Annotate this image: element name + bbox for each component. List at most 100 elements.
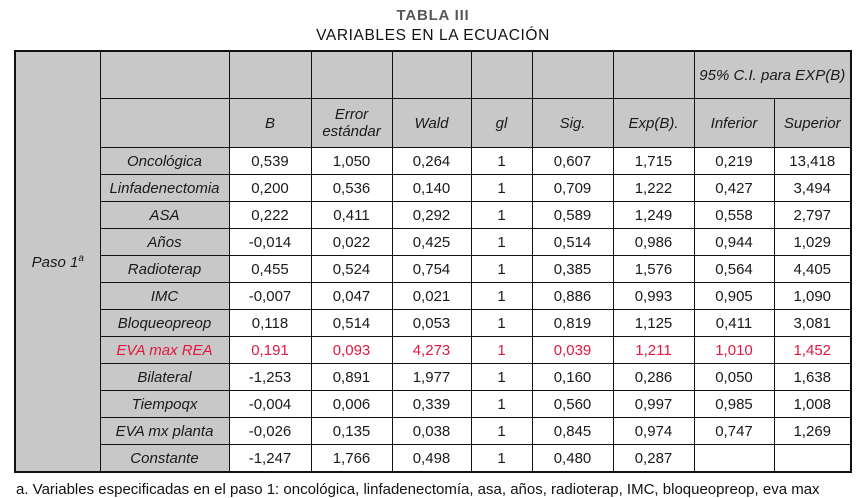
- variables-en-la-ecuacion-table: Paso 1a 95% C.I. para EXP(B) B Error est…: [14, 50, 852, 474]
- cell-error: 0,006: [310, 390, 393, 419]
- row-label: EVA max REA: [99, 336, 230, 365]
- cell-error: 0,093: [310, 336, 393, 365]
- cell-error: 0,135: [310, 417, 393, 446]
- cell-b: -0,026: [228, 417, 312, 446]
- cell-gl: 1: [470, 363, 533, 392]
- cell-inferior: 0,944: [693, 228, 775, 257]
- col-header-sig: Sig.: [531, 98, 614, 149]
- cell-sig: 0,039: [531, 336, 614, 365]
- cell-error: 0,514: [310, 309, 393, 338]
- cell-error: 0,536: [310, 174, 393, 203]
- cell-b: 0,539: [228, 147, 312, 176]
- cell-gl: 1: [470, 228, 533, 257]
- blank-header-cell: [99, 50, 230, 100]
- row-label: Años: [99, 228, 230, 257]
- col-header-wald: Wald: [391, 98, 472, 149]
- cell-gl: 1: [470, 309, 533, 338]
- cell-error: 0,524: [310, 255, 393, 284]
- row-label: Tiempoqx: [99, 390, 230, 419]
- cell-inferior: 0,985: [693, 390, 775, 419]
- table-row-linfadenectomia: Linfadenectomia 0,200 0,536 0,140 1 0,70…: [15, 174, 852, 203]
- table-row-bilateral: Bilateral -1,253 0,891 1,977 1 0,160 0,2…: [15, 363, 852, 392]
- blank-header-cell: [612, 50, 695, 100]
- cell-gl: 1: [470, 390, 533, 419]
- cell-inferior: 0,411: [693, 309, 775, 338]
- header-row-columns: B Error estándar Wald gl Sig. Exp(B). In…: [15, 98, 852, 149]
- cell-inferior: 1,010: [693, 336, 775, 365]
- cell-superior: [773, 444, 852, 473]
- cell-superior: 1,452: [773, 336, 852, 365]
- row-label: ASA: [99, 201, 230, 230]
- cell-gl: 1: [470, 147, 533, 176]
- cell-sig: 0,845: [531, 417, 614, 446]
- cell-expb: 1,125: [612, 309, 695, 338]
- blank-header-cell: [228, 50, 312, 100]
- cell-sig: 0,709: [531, 174, 614, 203]
- cell-inferior: [693, 444, 775, 473]
- table-row-eva-mx-planta: EVA mx planta -0,026 0,135 0,038 1 0,845…: [15, 417, 852, 446]
- row-label: Bilateral: [99, 363, 230, 392]
- cell-inferior: 0,427: [693, 174, 775, 203]
- col-header-inferior: Inferior: [693, 98, 775, 149]
- cell-b: 0,191: [228, 336, 312, 365]
- table-row-bloqueopreop: Bloqueopreop 0,118 0,514 0,053 1 0,819 1…: [15, 309, 852, 338]
- cell-b: 0,200: [228, 174, 312, 203]
- cell-gl: 1: [470, 201, 533, 230]
- cell-expb: 0,287: [612, 444, 695, 473]
- cell-inferior: 0,219: [693, 147, 775, 176]
- header-row-top: Paso 1a 95% C.I. para EXP(B): [14, 50, 852, 473]
- cell-gl: 1: [470, 444, 533, 473]
- cell-inferior: 0,905: [693, 282, 775, 311]
- row-label: Oncológica: [99, 147, 230, 176]
- step-footnote-marker: a: [78, 252, 84, 264]
- row-label: Constante: [99, 444, 230, 473]
- cell-superior: 1,029: [773, 228, 852, 257]
- cell-error: 0,022: [310, 228, 393, 257]
- cell-wald: 0,754: [391, 255, 472, 284]
- cell-expb: 0,986: [612, 228, 695, 257]
- col-header-superior: Superior: [773, 98, 852, 149]
- cell-wald: 0,425: [391, 228, 472, 257]
- cell-wald: 0,339: [391, 390, 472, 419]
- blank-header-cell: [391, 50, 472, 100]
- cell-gl: 1: [470, 336, 533, 365]
- ci-span-header: 95% C.I. para EXP(B): [693, 50, 852, 100]
- step-label: Paso 1: [31, 253, 79, 271]
- row-label: Radioterap: [99, 255, 230, 284]
- row-label: IMC: [99, 282, 230, 311]
- cell-sig: 0,560: [531, 390, 614, 419]
- table-footnote: a. Variables especificadas en el paso 1:…: [16, 481, 820, 498]
- cell-expb: 0,997: [612, 390, 695, 419]
- cell-error: 0,891: [310, 363, 393, 392]
- step-cell: Paso 1a: [14, 50, 101, 473]
- cell-sig: 0,514: [531, 228, 614, 257]
- col-header-b: B: [228, 98, 312, 149]
- table-row-anos: Años -0,014 0,022 0,425 1 0,514 0,986 0,…: [15, 228, 852, 257]
- cell-b: -1,253: [228, 363, 312, 392]
- table-row-constante: Constante -1,247 1,766 0,498 1 0,480 0,2…: [15, 444, 852, 473]
- cell-expb: 1,249: [612, 201, 695, 230]
- table-number-title: TABLA III: [396, 7, 470, 24]
- cell-error: 1,766: [310, 444, 393, 473]
- row-label: Bloqueopreop: [99, 309, 230, 338]
- cell-error: 0,411: [310, 201, 393, 230]
- cell-superior: 2,797: [773, 201, 852, 230]
- cell-b: -0,014: [228, 228, 312, 257]
- col-header-error-estandar: Error estándar: [310, 98, 393, 149]
- cell-gl: 1: [470, 282, 533, 311]
- cell-superior: 13,418: [773, 147, 852, 176]
- cell-expb: 1,222: [612, 174, 695, 203]
- col-header-gl: gl: [470, 98, 533, 149]
- cell-wald: 0,140: [391, 174, 472, 203]
- cell-gl: 1: [470, 255, 533, 284]
- cell-wald: 0,292: [391, 201, 472, 230]
- cell-superior: 3,081: [773, 309, 852, 338]
- cell-wald: 0,264: [391, 147, 472, 176]
- row-label: EVA mx planta: [99, 417, 230, 446]
- cell-sig: 0,589: [531, 201, 614, 230]
- table-subtitle: VARIABLES EN LA ECUACIÓN: [316, 27, 550, 44]
- table-row-tiempoqx: Tiempoqx -0,004 0,006 0,339 1 0,560 0,99…: [15, 390, 852, 419]
- blank-header-cell: [310, 50, 393, 100]
- cell-gl: 1: [470, 174, 533, 203]
